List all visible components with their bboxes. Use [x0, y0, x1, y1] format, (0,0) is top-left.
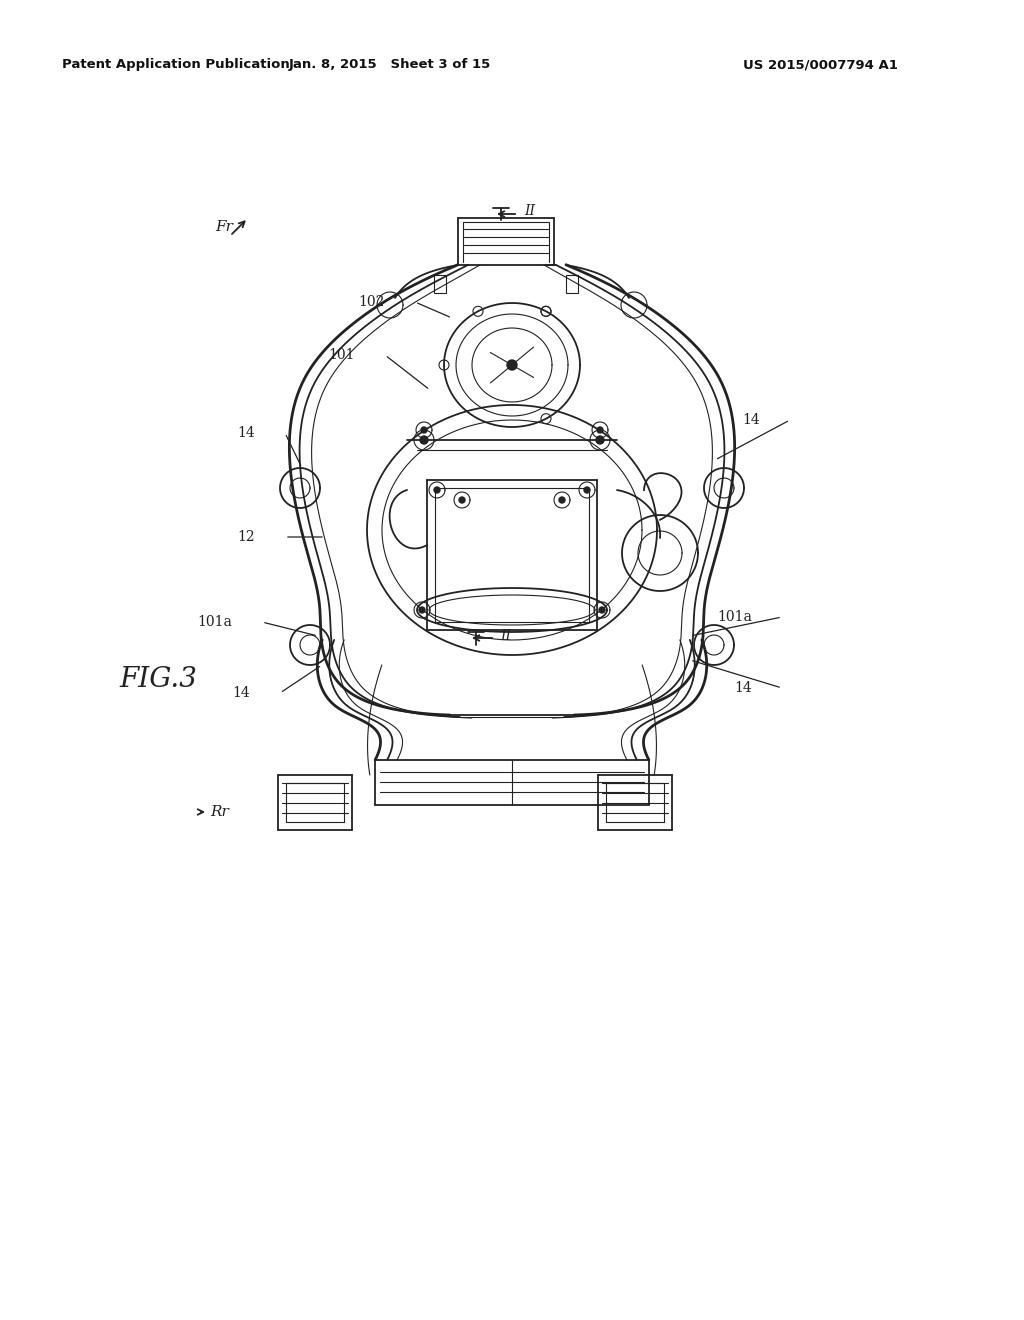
- Circle shape: [507, 360, 517, 370]
- Circle shape: [434, 487, 440, 492]
- Circle shape: [459, 498, 465, 503]
- Circle shape: [597, 426, 603, 433]
- Text: Fr: Fr: [215, 220, 232, 234]
- Text: 101a: 101a: [717, 610, 752, 624]
- Text: Jan. 8, 2015   Sheet 3 of 15: Jan. 8, 2015 Sheet 3 of 15: [289, 58, 492, 71]
- Text: US 2015/0007794 A1: US 2015/0007794 A1: [742, 58, 897, 71]
- Text: 101: 101: [329, 348, 355, 362]
- Text: II: II: [524, 205, 535, 218]
- Circle shape: [584, 487, 590, 492]
- Text: Patent Application Publication: Patent Application Publication: [62, 58, 290, 71]
- Text: FIG.3: FIG.3: [120, 667, 198, 693]
- Text: 14: 14: [232, 686, 250, 700]
- Circle shape: [596, 436, 604, 444]
- Circle shape: [559, 498, 565, 503]
- Circle shape: [421, 426, 427, 433]
- Bar: [434, 275, 446, 293]
- Text: 101a: 101a: [198, 615, 232, 630]
- Text: 14: 14: [238, 426, 255, 440]
- Text: 12: 12: [238, 531, 255, 544]
- Text: II: II: [500, 630, 511, 643]
- Text: 14: 14: [734, 681, 752, 696]
- Circle shape: [419, 607, 425, 612]
- Text: 14: 14: [742, 413, 760, 426]
- Text: 102: 102: [358, 294, 385, 309]
- Bar: [566, 275, 578, 293]
- Text: Rr: Rr: [210, 805, 228, 818]
- Circle shape: [599, 607, 605, 612]
- Circle shape: [420, 436, 428, 444]
